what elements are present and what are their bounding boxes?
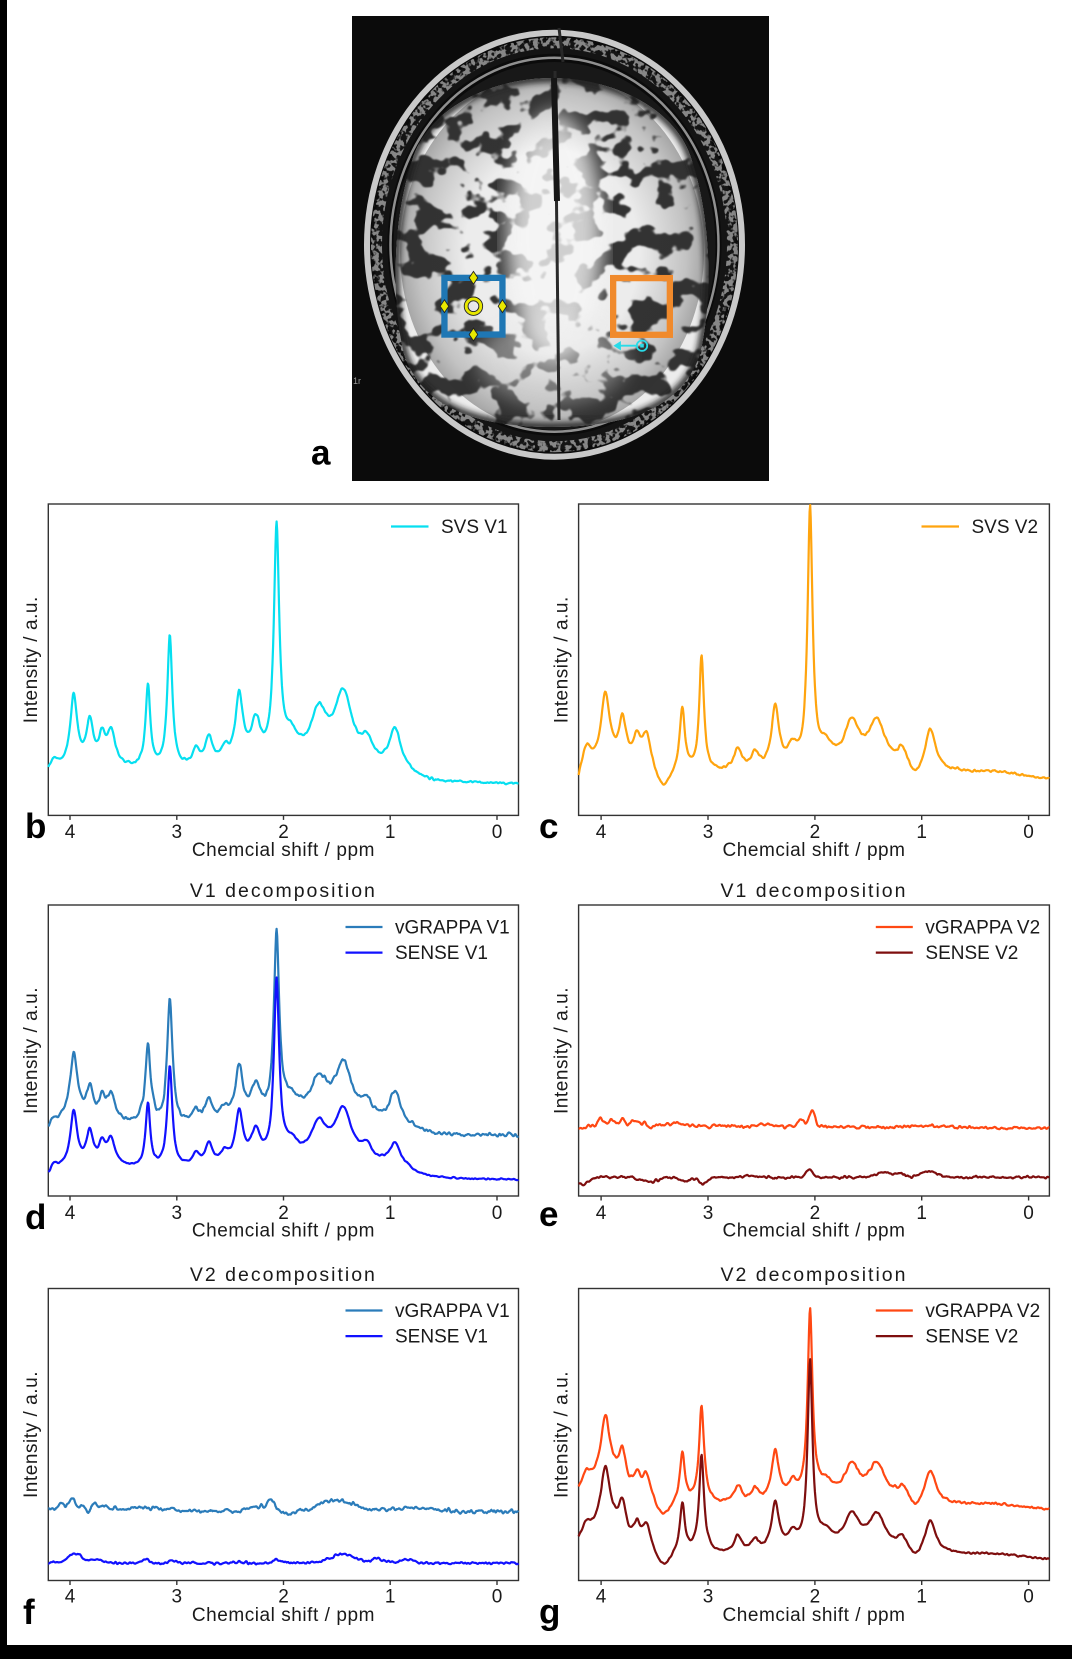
svg-text:SENSE V1: SENSE V1 xyxy=(395,943,488,964)
svg-text:V2 decomposition: V2 decomposition xyxy=(190,1264,377,1286)
svg-text:SENSE V1: SENSE V1 xyxy=(395,1327,488,1348)
svg-text:4: 4 xyxy=(596,822,607,843)
svg-text:1: 1 xyxy=(916,1587,927,1608)
svg-text:2: 2 xyxy=(810,1203,821,1224)
svg-text:V1 decomposition: V1 decomposition xyxy=(190,880,377,902)
svg-text:3: 3 xyxy=(703,1587,714,1608)
svg-text:1r: 1r xyxy=(353,376,361,386)
svg-text:g: g xyxy=(539,1593,560,1632)
svg-text:0: 0 xyxy=(492,1587,503,1608)
svg-text:3: 3 xyxy=(172,1587,183,1608)
svg-text:vGRAPPA V1: vGRAPPA V1 xyxy=(395,918,510,939)
svg-text:4: 4 xyxy=(596,1203,607,1224)
svg-text:4: 4 xyxy=(65,822,76,843)
svg-text:Intensity / a.u.: Intensity / a.u. xyxy=(552,596,573,723)
svg-text:V1 decomposition: V1 decomposition xyxy=(720,880,907,902)
svg-text:0: 0 xyxy=(1023,1587,1034,1608)
svg-text:1: 1 xyxy=(916,822,927,843)
svg-text:4: 4 xyxy=(65,1203,76,1224)
svg-text:3: 3 xyxy=(703,1203,714,1224)
svg-text:2: 2 xyxy=(810,1587,821,1608)
svg-text:1: 1 xyxy=(385,822,396,843)
svg-text:3: 3 xyxy=(172,822,183,843)
svg-text:vGRAPPA V2: vGRAPPA V2 xyxy=(925,1301,1040,1322)
svg-text:c: c xyxy=(539,807,558,846)
svg-text:0: 0 xyxy=(492,822,503,843)
svg-text:SENSE V2: SENSE V2 xyxy=(925,1327,1018,1348)
svg-text:SENSE V2: SENSE V2 xyxy=(925,943,1018,964)
svg-text:3: 3 xyxy=(703,822,714,843)
svg-text:0: 0 xyxy=(492,1203,503,1224)
svg-text:4: 4 xyxy=(65,1587,76,1608)
svg-text:Chemcial shift / ppm: Chemcial shift / ppm xyxy=(192,840,375,861)
svg-text:3: 3 xyxy=(172,1203,183,1224)
svg-text:b: b xyxy=(25,807,46,846)
svg-text:d: d xyxy=(25,1198,46,1237)
svg-text:Intensity / a.u.: Intensity / a.u. xyxy=(552,1371,573,1498)
svg-text:e: e xyxy=(539,1195,558,1234)
svg-text:vGRAPPA V1: vGRAPPA V1 xyxy=(395,1301,510,1322)
svg-text:Intensity / a.u.: Intensity / a.u. xyxy=(552,987,573,1114)
svg-text:Chemcial shift / ppm: Chemcial shift / ppm xyxy=(722,1605,905,1626)
svg-text:2: 2 xyxy=(810,822,821,843)
svg-text:a: a xyxy=(311,434,331,473)
svg-text:Chemcial shift / ppm: Chemcial shift / ppm xyxy=(722,1221,905,1242)
svg-text:2: 2 xyxy=(278,1587,289,1608)
svg-text:SVS V2: SVS V2 xyxy=(972,517,1039,538)
svg-text:Chemcial shift / ppm: Chemcial shift / ppm xyxy=(722,840,905,861)
svg-text:1: 1 xyxy=(916,1203,927,1224)
svg-text:1: 1 xyxy=(385,1203,396,1224)
svg-text:2: 2 xyxy=(278,822,289,843)
svg-text:Intensity / a.u.: Intensity / a.u. xyxy=(21,1371,42,1498)
svg-text:4: 4 xyxy=(596,1587,607,1608)
svg-text:2: 2 xyxy=(278,1203,289,1224)
svg-text:Intensity / a.u.: Intensity / a.u. xyxy=(21,987,42,1114)
svg-text:0: 0 xyxy=(1023,1203,1034,1224)
svg-text:vGRAPPA V2: vGRAPPA V2 xyxy=(925,918,1040,939)
svg-text:SVS V1: SVS V1 xyxy=(441,517,508,538)
svg-text:Chemcial shift / ppm: Chemcial shift / ppm xyxy=(192,1221,375,1242)
svg-text:V2 decomposition: V2 decomposition xyxy=(720,1264,907,1286)
svg-text:Intensity / a.u.: Intensity / a.u. xyxy=(21,596,42,723)
svg-text:0: 0 xyxy=(1023,822,1034,843)
svg-text:Chemcial shift / ppm: Chemcial shift / ppm xyxy=(192,1605,375,1626)
svg-text:f: f xyxy=(23,1593,35,1632)
svg-text:1: 1 xyxy=(385,1587,396,1608)
